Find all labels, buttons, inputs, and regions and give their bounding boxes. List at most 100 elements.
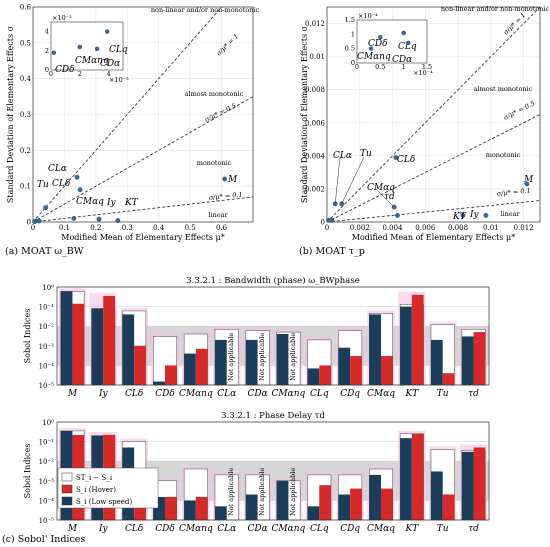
y-tick-label: 0.3 <box>20 111 31 119</box>
inset-point <box>104 29 110 34</box>
inset-point-label: CMαnq <box>75 56 109 66</box>
bar-hover <box>72 303 85 385</box>
data-point <box>71 216 77 221</box>
ratio-line <box>326 200 541 223</box>
bar-low-speed <box>338 347 351 385</box>
y-tick-label: 0.4 <box>20 75 32 83</box>
x-tick-label: 0.004 <box>383 224 404 232</box>
legend-entry: ST_i − S_i <box>76 474 113 482</box>
point-label: KT <box>124 198 139 208</box>
inset-point-label: CLq <box>398 42 417 52</box>
inset-x-exponent: ×10⁻⁴ <box>413 69 433 77</box>
y-tick-label: 10⁰ <box>42 284 54 292</box>
leader-line <box>334 156 341 204</box>
legend-swatch <box>61 484 73 494</box>
bar-hover <box>195 496 208 520</box>
point-label: CLδ <box>397 155 415 165</box>
inset-x-exponent: ×10⁻³ <box>109 76 129 84</box>
x-tick-label: 0.6 <box>216 224 228 232</box>
inset-y-tick: 0.5 <box>345 45 355 53</box>
data-point <box>460 212 466 218</box>
category-label: CDq <box>340 524 360 534</box>
bar-low-speed <box>369 314 381 385</box>
category-label: CLq <box>310 524 329 534</box>
bar-low-speed <box>430 471 443 520</box>
region-label: non-linear and/or non-monotonic <box>151 6 260 14</box>
y-axis-label: Standard Deviation of Elementary Effects… <box>6 25 15 203</box>
bar-low-speed <box>307 368 320 385</box>
x-axis-label: Modified Mean of Elementary Effects μ* <box>352 233 515 242</box>
inset-point <box>368 46 374 51</box>
category-label: CMαnq <box>179 524 213 534</box>
category-label: KT <box>404 524 419 534</box>
inset-x-tick: 2 <box>78 70 82 78</box>
y-tick-label: 0.1 <box>20 183 31 191</box>
inset-point <box>401 30 406 36</box>
bar-hover <box>411 433 424 520</box>
bar-hover <box>411 294 424 385</box>
y-tick-label: 0.01 <box>309 53 325 61</box>
data-point <box>483 212 489 218</box>
data-point <box>393 155 399 160</box>
not-applicable-label: Not applicable <box>227 333 235 381</box>
inset-point-label: CDα <box>392 55 412 65</box>
category-label: CDδ <box>155 389 175 399</box>
region-label: monotonic <box>486 151 521 159</box>
point-label: CMαq <box>367 183 395 193</box>
y-tick-label: 10⁻⁴ <box>39 362 55 370</box>
bar-low-speed <box>338 494 351 520</box>
y-tick-label: 10⁻¹ <box>39 439 55 447</box>
x-tick-label: 0 <box>31 224 35 232</box>
inset-point <box>51 50 57 55</box>
ratio-line <box>32 6 222 223</box>
inset-y-tick: 2 <box>45 47 49 55</box>
not-applicable-label: Not applicable <box>289 333 297 381</box>
bar-hover <box>381 488 393 520</box>
bar-low-speed <box>245 494 258 520</box>
inset-x-tick: 1.5 <box>422 63 432 71</box>
category-label: KT <box>404 389 419 399</box>
bar-low-speed <box>60 291 73 385</box>
inset-point-label: CDδ <box>368 39 388 49</box>
bar-hover <box>473 447 486 520</box>
subtitle: 3.3.2.1 : Bandwidth (phase) ω_BWphase <box>186 275 360 286</box>
bar-low-speed <box>153 496 165 520</box>
ratio-line-label: σ/μ* = 0.1 <box>496 186 531 198</box>
panel-label: (a) MOAT ω_BW <box>5 246 84 257</box>
y-tick-label: 10⁻³ <box>39 343 55 351</box>
x-tick-label: 0.4 <box>153 224 165 232</box>
category-label: M <box>67 389 78 399</box>
category-label: Tu <box>437 524 449 534</box>
bar-hover <box>195 348 208 385</box>
category-label: CMαq <box>367 389 395 399</box>
x-tick-label: 0.1 <box>59 224 70 232</box>
x-tick-label: 0.002 <box>350 224 370 232</box>
inset-point <box>406 40 411 46</box>
bar-low-speed <box>276 480 289 520</box>
y-tick-label: 0 <box>321 219 325 227</box>
inset-y-tick: 4 <box>45 28 49 36</box>
not-applicable-label: Not applicable <box>258 468 266 516</box>
scatter-panel: 0 0.002 0.004 0.006 0.008 0.01 0.012 0 0.002 0.00… <box>299 5 550 257</box>
data-point <box>36 218 42 224</box>
point-label: τd <box>384 192 395 202</box>
category-label: CLδ <box>125 524 143 534</box>
bar-hover <box>319 485 332 520</box>
ratio-line-label: σ/μ* = 1 <box>215 32 240 57</box>
data-point <box>524 181 530 187</box>
point-label: CLδ <box>52 179 70 189</box>
y-tick-label: 10⁻⁴ <box>39 497 55 505</box>
category-label: CMαnq <box>272 389 306 399</box>
bar-low-speed <box>461 336 474 385</box>
category-label: CLδ <box>125 389 143 399</box>
point-label: M <box>227 175 238 185</box>
bar-low-speed <box>214 339 227 385</box>
y-axis-label: Standard Deviation of Elementary Effects… <box>300 25 309 203</box>
bar-hover <box>319 365 332 385</box>
y-tick-label: 0.6 <box>20 4 32 12</box>
category-label: CLα <box>217 389 236 399</box>
legend-swatch <box>61 472 73 482</box>
data-point <box>329 217 335 223</box>
inset-point-label: CDδ <box>55 65 75 75</box>
inset-x-tick: 1 <box>402 63 406 71</box>
